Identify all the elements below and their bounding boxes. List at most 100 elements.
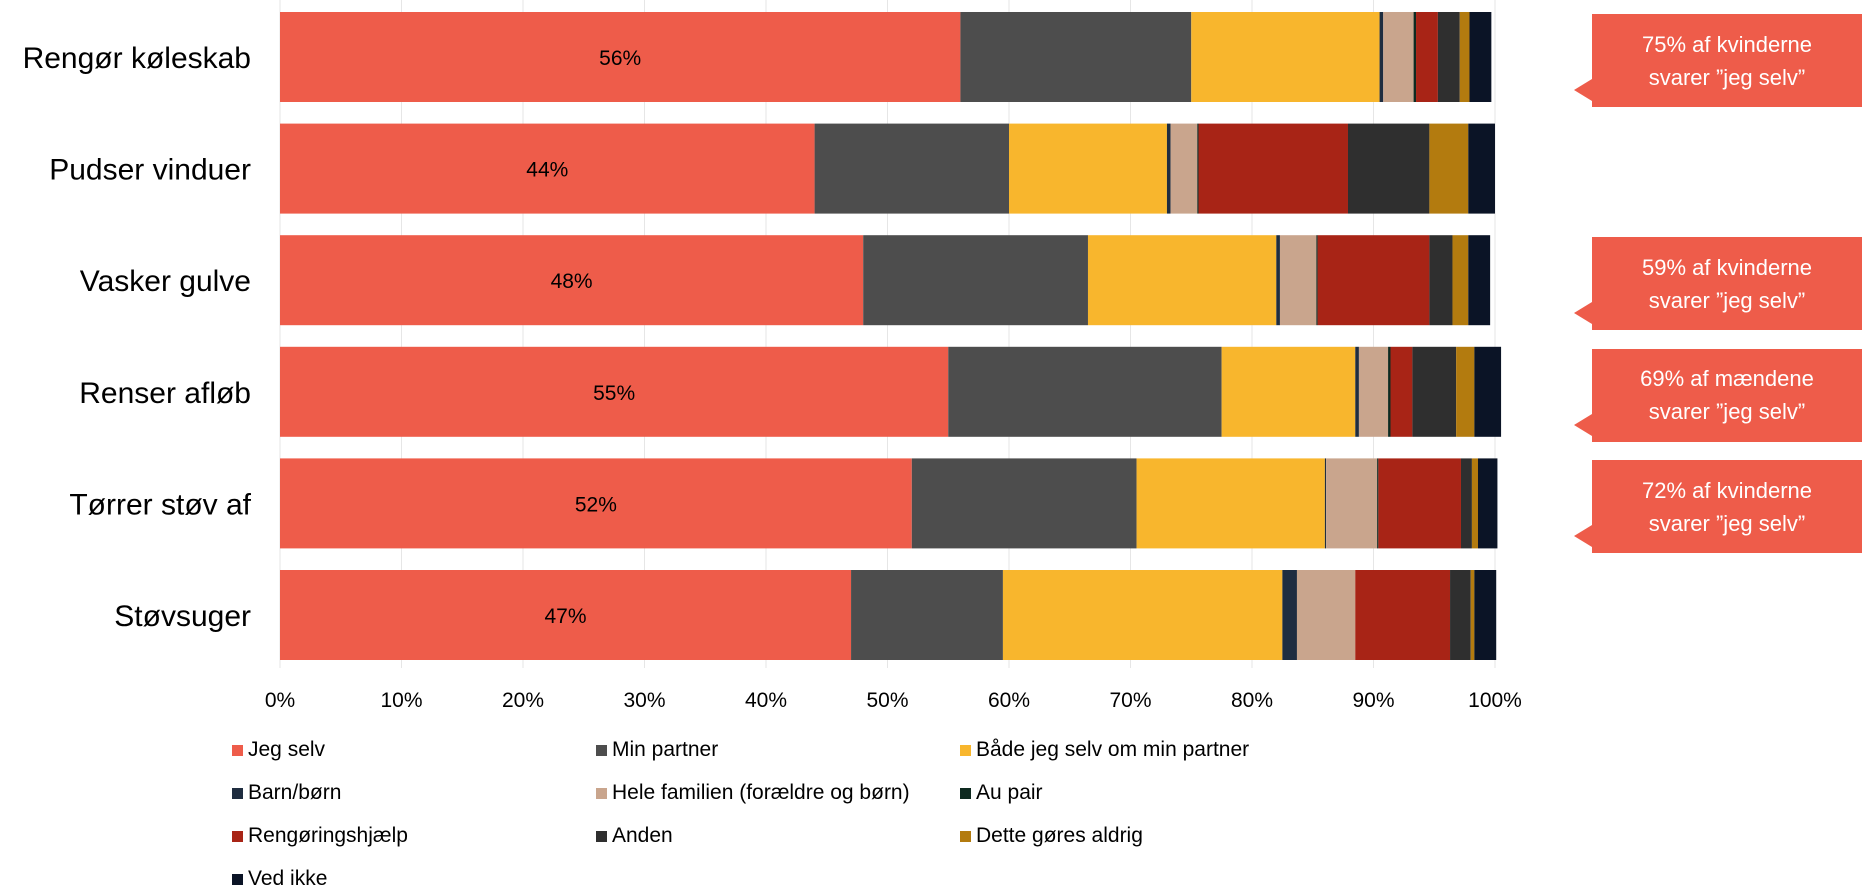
callout-pointer — [1574, 525, 1592, 548]
legend-label: Anden — [612, 824, 673, 847]
x-tick-label: 90% — [1352, 689, 1394, 712]
legend-swatch — [596, 787, 607, 799]
data-label: 55% — [593, 382, 635, 405]
bar-segment — [1471, 458, 1478, 549]
bar-segment — [1456, 346, 1475, 437]
x-tick-label: 70% — [1109, 689, 1151, 712]
x-tick-label: 30% — [623, 689, 665, 712]
legend-item: Rengøringshjælp — [232, 822, 596, 850]
bar-segment — [1087, 235, 1277, 326]
legend-item: Ved ikke — [232, 865, 596, 893]
bar-segment — [1317, 235, 1430, 326]
callout: 69% af mændene svarer ”jeg selv” — [1574, 348, 1862, 442]
bar-segment — [280, 235, 864, 326]
bar-segment — [280, 570, 852, 660]
data-label: 47% — [545, 605, 587, 628]
bar-segment — [948, 346, 1222, 437]
callout: 75% af kvinderne svarer ”jeg selv” — [1574, 14, 1862, 107]
bar-segment — [1170, 123, 1198, 214]
legend-item: Barn/børn — [232, 779, 596, 807]
legend-label: Barn/børn — [248, 781, 342, 804]
bar-segment — [1437, 12, 1460, 102]
legend-swatch — [232, 787, 243, 799]
callout: 59% af kvinderne svarer ”jeg selv” — [1574, 237, 1862, 331]
bar-segment — [1450, 570, 1471, 660]
bar-segment — [1166, 123, 1171, 214]
x-tick-label: 60% — [988, 689, 1030, 712]
category-label: Pudser vinduer — [49, 154, 251, 187]
legend-item: Jeg selv — [232, 736, 596, 764]
legend-swatch — [596, 830, 607, 842]
legend-swatch — [232, 744, 243, 756]
bar-segment — [280, 458, 912, 549]
bar-segment — [1221, 346, 1356, 437]
data-label: 56% — [599, 47, 641, 70]
legend-item: Min partner — [596, 736, 960, 764]
x-tick-label: 20% — [502, 689, 544, 712]
x-tick-label: 40% — [745, 689, 787, 712]
callout-pointer — [1574, 79, 1592, 101]
bar-segment — [1388, 346, 1391, 437]
bar-segment — [1469, 12, 1492, 102]
data-labels: 56% 44% 48% 55% 52% 47% — [526, 47, 641, 628]
legend-label: Rengøringshjælp — [248, 824, 408, 847]
category-label: Støvsuger — [114, 600, 251, 633]
bar-segment — [1390, 346, 1413, 437]
bar-segment — [1002, 570, 1283, 660]
legend-swatch — [232, 830, 243, 842]
bar-segment — [1279, 235, 1317, 326]
bar-segment — [1474, 570, 1497, 660]
legend-label: Ved ikke — [248, 867, 328, 890]
category-label: Tørrer støv af — [69, 488, 251, 521]
callout-pointer — [1574, 302, 1592, 325]
callout-line: 69% af mændene — [1640, 366, 1814, 392]
legend-swatch — [596, 744, 607, 756]
legend-swatch — [960, 787, 971, 799]
legend-item: Dette gøres aldrig — [960, 822, 1360, 850]
legend-item: Anden — [596, 822, 960, 850]
category-labels: Rengør køleskab Pudser vinduer Vasker gulv… — [23, 42, 252, 633]
legend-item: Au pair — [960, 779, 1360, 807]
bar-segment — [1383, 12, 1414, 102]
callout-line: svarer ”jeg selv” — [1648, 287, 1806, 313]
bar-segment — [1460, 458, 1472, 549]
bar-segment — [1413, 12, 1417, 102]
legend-item: Både jeg selv om min partner — [960, 736, 1360, 764]
bar-segment — [1468, 235, 1491, 326]
bar-segment — [1324, 458, 1327, 549]
legend-label: Hele familien (forældre og børn) — [612, 781, 910, 804]
bar-segment — [280, 123, 815, 214]
x-tick-label: 0% — [265, 689, 295, 712]
legend-swatch — [960, 744, 971, 756]
callout-line: svarer ”jeg selv” — [1648, 64, 1806, 90]
bar-segment — [814, 123, 1009, 214]
bar-segment — [280, 346, 949, 437]
category-label: Vasker gulve — [80, 265, 251, 298]
bar-segment — [1429, 235, 1453, 326]
bar-segment — [1358, 346, 1389, 437]
callout-line: 72% af kvinderne — [1642, 477, 1812, 503]
bar-segment — [1378, 458, 1461, 549]
x-tick-label: 50% — [866, 689, 908, 712]
bar-segment — [1355, 570, 1451, 660]
callout-line: 75% af kvinderne — [1642, 31, 1812, 57]
bar-segment — [1296, 570, 1356, 660]
x-axis-tick-labels: 0% 10% 20% 30% 40% 50% 60% 70% 80% 90% 100% — [265, 689, 1522, 712]
data-label: 44% — [526, 159, 568, 182]
gridlines — [279, 0, 1496, 668]
bar-segment — [1282, 570, 1297, 660]
bar-segment — [1412, 346, 1457, 437]
bar-segment — [1468, 123, 1495, 214]
bar-segment — [280, 12, 961, 102]
bar-segment — [1379, 12, 1384, 102]
data-label: 48% — [551, 270, 593, 293]
x-tick-label: 10% — [380, 689, 422, 712]
callout-line: svarer ”jeg selv” — [1648, 510, 1806, 536]
bar-segment — [1191, 12, 1380, 102]
legend-label: Min partner — [612, 738, 719, 761]
bar-segment — [960, 12, 1192, 102]
legend-label: Både jeg selv om min partner — [976, 738, 1250, 761]
legend-swatch — [960, 830, 971, 842]
callout-line: svarer ”jeg selv” — [1648, 399, 1806, 425]
